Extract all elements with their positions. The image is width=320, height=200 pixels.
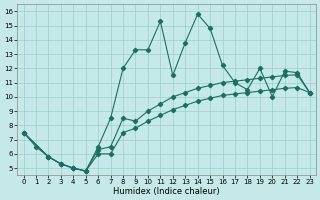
- X-axis label: Humidex (Indice chaleur): Humidex (Indice chaleur): [113, 187, 220, 196]
